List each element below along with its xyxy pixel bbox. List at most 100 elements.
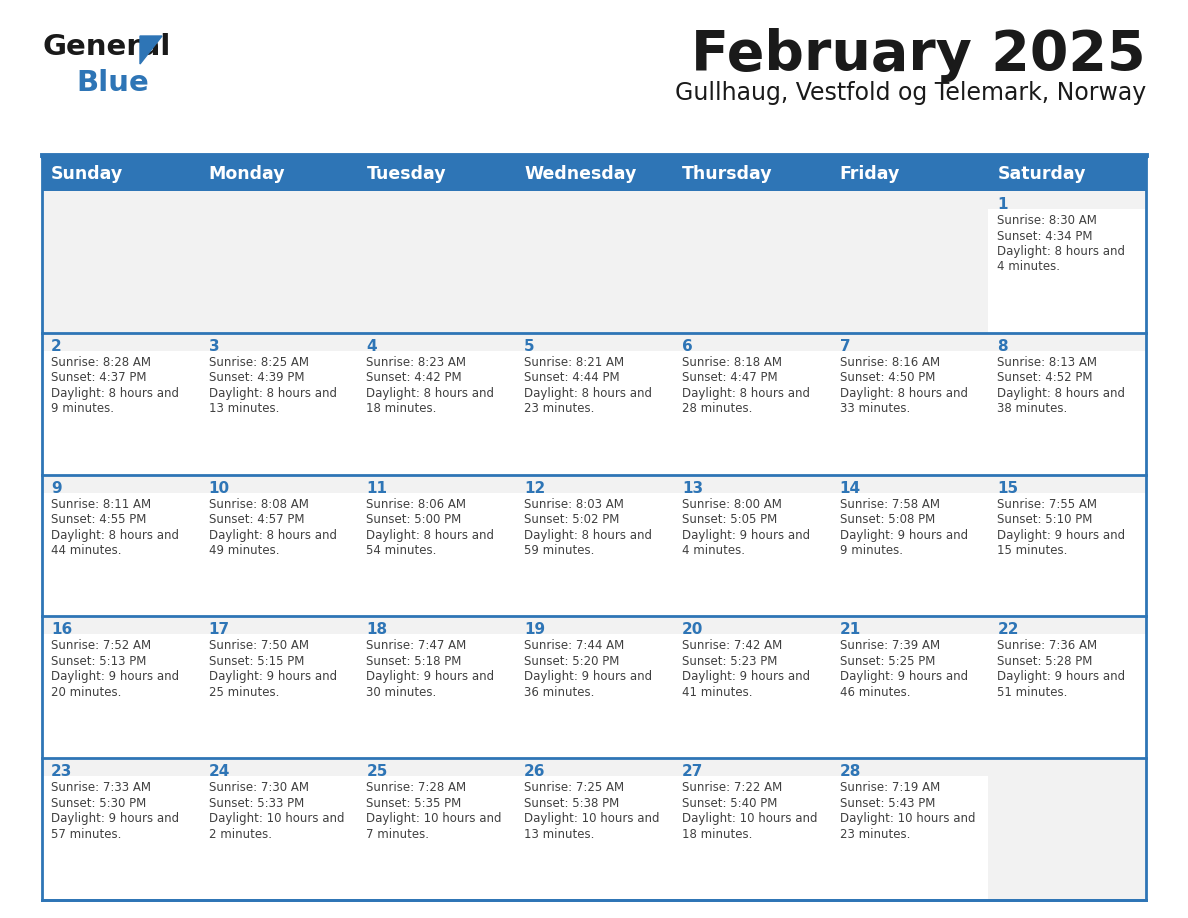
Text: Daylight: 8 hours and: Daylight: 8 hours and — [840, 386, 967, 400]
Bar — [516, 333, 672, 475]
Text: Daylight: 10 hours and: Daylight: 10 hours and — [209, 812, 345, 825]
Text: Daylight: 9 hours and: Daylight: 9 hours and — [682, 529, 810, 542]
Text: Daylight: 8 hours and: Daylight: 8 hours and — [366, 386, 494, 400]
Bar — [672, 777, 830, 900]
Text: Sunset: 5:38 PM: Sunset: 5:38 PM — [524, 797, 619, 810]
Text: Sunrise: 8:16 AM: Sunrise: 8:16 AM — [840, 356, 940, 369]
Bar — [672, 634, 830, 758]
Text: Sunrise: 8:25 AM: Sunrise: 8:25 AM — [209, 356, 309, 369]
Text: 13: 13 — [682, 481, 703, 496]
Text: 59 minutes.: 59 minutes. — [524, 544, 594, 557]
Text: 7 minutes.: 7 minutes. — [366, 828, 429, 841]
Text: 10: 10 — [209, 481, 229, 496]
Bar — [988, 157, 1146, 191]
Text: 54 minutes.: 54 minutes. — [366, 544, 437, 557]
Text: Sunrise: 7:50 AM: Sunrise: 7:50 AM — [209, 640, 309, 653]
Bar — [988, 493, 1146, 616]
Bar — [516, 157, 672, 191]
Text: Daylight: 9 hours and: Daylight: 9 hours and — [524, 670, 652, 683]
Bar — [830, 157, 988, 191]
Bar — [516, 758, 672, 900]
Bar — [830, 475, 988, 616]
Bar — [358, 758, 516, 900]
Text: 15 minutes.: 15 minutes. — [997, 544, 1068, 557]
Bar — [42, 777, 200, 900]
Text: Sunrise: 7:36 AM: Sunrise: 7:36 AM — [997, 640, 1098, 653]
Text: 33 minutes.: 33 minutes. — [840, 402, 910, 415]
Text: Saturday: Saturday — [997, 165, 1086, 183]
Text: Sunrise: 7:28 AM: Sunrise: 7:28 AM — [366, 781, 467, 794]
Bar — [358, 333, 516, 475]
Bar — [672, 191, 830, 333]
Bar — [988, 758, 1146, 900]
Text: 2 minutes.: 2 minutes. — [209, 828, 272, 841]
Text: Sunset: 5:05 PM: Sunset: 5:05 PM — [682, 513, 777, 526]
Bar — [42, 333, 200, 475]
Bar — [200, 157, 358, 191]
Text: Daylight: 9 hours and: Daylight: 9 hours and — [51, 670, 179, 683]
Text: 8: 8 — [997, 339, 1007, 353]
Text: 51 minutes.: 51 minutes. — [997, 686, 1068, 699]
Bar — [358, 351, 516, 475]
Bar — [830, 191, 988, 333]
Text: Sunrise: 8:03 AM: Sunrise: 8:03 AM — [524, 498, 624, 510]
Bar — [42, 616, 200, 758]
Text: Daylight: 10 hours and: Daylight: 10 hours and — [682, 812, 817, 825]
Text: 1: 1 — [997, 197, 1007, 212]
Text: Gullhaug, Vestfold og Telemark, Norway: Gullhaug, Vestfold og Telemark, Norway — [675, 81, 1146, 105]
Text: 46 minutes.: 46 minutes. — [840, 686, 910, 699]
Bar — [358, 777, 516, 900]
Bar — [516, 777, 672, 900]
Text: Sunrise: 7:55 AM: Sunrise: 7:55 AM — [997, 498, 1098, 510]
Text: Sunrise: 8:28 AM: Sunrise: 8:28 AM — [51, 356, 151, 369]
Text: Daylight: 8 hours and: Daylight: 8 hours and — [997, 386, 1125, 400]
Text: Daylight: 10 hours and: Daylight: 10 hours and — [840, 812, 975, 825]
Text: Friday: Friday — [840, 165, 901, 183]
Text: Daylight: 8 hours and: Daylight: 8 hours and — [682, 386, 810, 400]
Text: Sunset: 4:55 PM: Sunset: 4:55 PM — [51, 513, 146, 526]
Bar — [200, 351, 358, 475]
Bar — [988, 191, 1146, 333]
Text: Sunrise: 7:47 AM: Sunrise: 7:47 AM — [366, 640, 467, 653]
Bar — [830, 351, 988, 475]
Text: Daylight: 8 hours and: Daylight: 8 hours and — [209, 529, 336, 542]
Text: Sunrise: 8:30 AM: Sunrise: 8:30 AM — [997, 214, 1098, 227]
Bar — [42, 758, 200, 900]
Text: Daylight: 9 hours and: Daylight: 9 hours and — [51, 812, 179, 825]
Text: Sunset: 5:23 PM: Sunset: 5:23 PM — [682, 655, 777, 668]
Polygon shape — [140, 36, 162, 64]
Bar — [988, 634, 1146, 758]
Text: Sunrise: 7:25 AM: Sunrise: 7:25 AM — [524, 781, 624, 794]
Text: 9 minutes.: 9 minutes. — [51, 402, 114, 415]
Text: Daylight: 9 hours and: Daylight: 9 hours and — [209, 670, 337, 683]
Text: 4 minutes.: 4 minutes. — [682, 544, 745, 557]
Text: Sunrise: 8:08 AM: Sunrise: 8:08 AM — [209, 498, 309, 510]
Bar — [200, 777, 358, 900]
Bar — [830, 758, 988, 900]
Text: 14: 14 — [840, 481, 860, 496]
Text: Sunset: 4:37 PM: Sunset: 4:37 PM — [51, 371, 146, 385]
Bar — [988, 209, 1146, 333]
Text: 2: 2 — [51, 339, 62, 353]
Text: 49 minutes.: 49 minutes. — [209, 544, 279, 557]
Text: Daylight: 9 hours and: Daylight: 9 hours and — [840, 670, 968, 683]
Text: Sunrise: 7:44 AM: Sunrise: 7:44 AM — [524, 640, 625, 653]
Text: 38 minutes.: 38 minutes. — [997, 402, 1068, 415]
Bar — [988, 351, 1146, 475]
Text: Sunset: 5:00 PM: Sunset: 5:00 PM — [366, 513, 462, 526]
Text: Sunset: 5:25 PM: Sunset: 5:25 PM — [840, 655, 935, 668]
Text: 24: 24 — [209, 764, 230, 779]
Text: 13 minutes.: 13 minutes. — [524, 828, 594, 841]
Text: Sunset: 5:28 PM: Sunset: 5:28 PM — [997, 655, 1093, 668]
Text: Sunset: 4:50 PM: Sunset: 4:50 PM — [840, 371, 935, 385]
Bar — [42, 493, 200, 616]
Text: 20: 20 — [682, 622, 703, 637]
Text: 9: 9 — [51, 481, 62, 496]
Text: Daylight: 8 hours and: Daylight: 8 hours and — [209, 386, 336, 400]
Text: Monday: Monday — [209, 165, 285, 183]
Text: General: General — [42, 33, 170, 61]
Text: Daylight: 9 hours and: Daylight: 9 hours and — [997, 529, 1125, 542]
Bar — [42, 191, 200, 333]
Text: 21: 21 — [840, 622, 861, 637]
Bar — [200, 191, 358, 333]
